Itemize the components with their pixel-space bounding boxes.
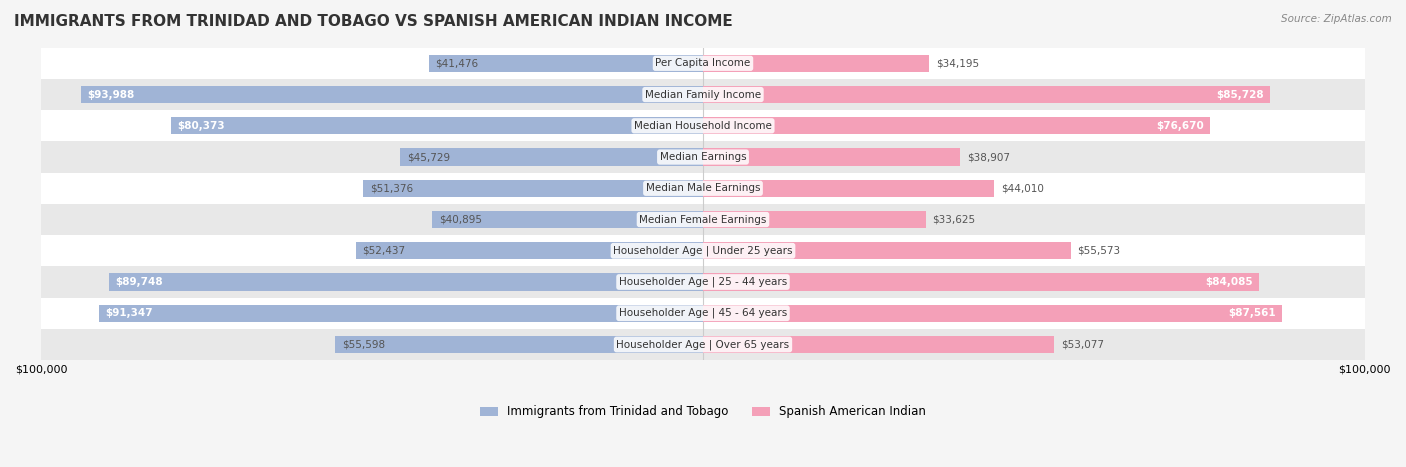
Text: $91,347: $91,347	[105, 308, 153, 318]
Bar	[41, 142, 1365, 173]
Bar	[172, 117, 703, 134]
Bar	[41, 173, 1365, 204]
Text: $53,077: $53,077	[1062, 340, 1104, 349]
Legend: Immigrants from Trinidad and Tobago, Spanish American Indian: Immigrants from Trinidad and Tobago, Spa…	[475, 401, 931, 423]
Text: $34,195: $34,195	[936, 58, 979, 68]
Text: $52,437: $52,437	[363, 246, 406, 256]
Bar	[41, 204, 1365, 235]
Text: $51,376: $51,376	[370, 183, 413, 193]
Bar	[363, 180, 703, 197]
Text: $40,895: $40,895	[439, 214, 482, 225]
Text: Median Male Earnings: Median Male Earnings	[645, 183, 761, 193]
Text: $84,085: $84,085	[1205, 277, 1253, 287]
Text: $93,988: $93,988	[87, 90, 135, 99]
Text: $80,373: $80,373	[177, 121, 225, 131]
Bar	[703, 180, 994, 197]
Text: $55,598: $55,598	[342, 340, 385, 349]
Bar	[41, 329, 1365, 360]
Bar	[401, 149, 703, 166]
Text: $55,573: $55,573	[1077, 246, 1121, 256]
Text: Per Capita Income: Per Capita Income	[655, 58, 751, 68]
Text: $89,748: $89,748	[115, 277, 163, 287]
Text: Median Earnings: Median Earnings	[659, 152, 747, 162]
Bar	[356, 242, 703, 259]
Bar	[703, 55, 929, 72]
Text: $44,010: $44,010	[1001, 183, 1043, 193]
Text: $41,476: $41,476	[434, 58, 478, 68]
Text: Householder Age | 45 - 64 years: Householder Age | 45 - 64 years	[619, 308, 787, 318]
Bar	[703, 273, 1260, 290]
Bar	[703, 86, 1270, 103]
Bar	[703, 149, 960, 166]
Bar	[703, 304, 1282, 322]
Bar	[433, 211, 703, 228]
Text: Median Household Income: Median Household Income	[634, 121, 772, 131]
Bar	[98, 304, 703, 322]
Bar	[41, 79, 1365, 110]
Bar	[429, 55, 703, 72]
Bar	[41, 266, 1365, 297]
Bar	[41, 110, 1365, 142]
Text: Householder Age | Over 65 years: Householder Age | Over 65 years	[616, 339, 790, 350]
Text: Householder Age | Under 25 years: Householder Age | Under 25 years	[613, 246, 793, 256]
Text: Median Female Earnings: Median Female Earnings	[640, 214, 766, 225]
Bar	[41, 235, 1365, 266]
Bar	[703, 117, 1211, 134]
Text: $45,729: $45,729	[406, 152, 450, 162]
Text: $85,728: $85,728	[1216, 90, 1264, 99]
Bar	[41, 48, 1365, 79]
Bar	[82, 86, 703, 103]
Text: $76,670: $76,670	[1156, 121, 1204, 131]
Text: Source: ZipAtlas.com: Source: ZipAtlas.com	[1281, 14, 1392, 24]
Bar	[703, 211, 925, 228]
Text: $33,625: $33,625	[932, 214, 976, 225]
Text: Median Family Income: Median Family Income	[645, 90, 761, 99]
Bar	[335, 336, 703, 353]
Bar	[110, 273, 703, 290]
Text: $38,907: $38,907	[967, 152, 1010, 162]
Text: $87,561: $87,561	[1229, 308, 1275, 318]
Bar	[41, 297, 1365, 329]
Bar	[703, 242, 1071, 259]
Bar	[703, 336, 1054, 353]
Text: Householder Age | 25 - 44 years: Householder Age | 25 - 44 years	[619, 277, 787, 287]
Text: IMMIGRANTS FROM TRINIDAD AND TOBAGO VS SPANISH AMERICAN INDIAN INCOME: IMMIGRANTS FROM TRINIDAD AND TOBAGO VS S…	[14, 14, 733, 29]
